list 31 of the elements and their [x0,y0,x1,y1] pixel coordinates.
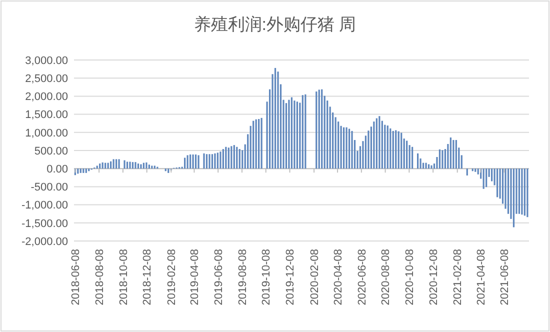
y-tick-label: 2,000.00 [25,91,68,104]
y-tick-label: 2,500.00 [25,72,68,85]
x-tick-label: 2020-08-08 [380,249,392,306]
x-tick-label: 2020-12-08 [428,249,440,306]
y-tick-label: 0.00 [46,163,68,176]
y-tick-label: 3,000.00 [25,54,68,67]
x-tick-label: 2021-02-08 [452,249,464,306]
x-tick-label: 2021-04-08 [475,249,488,306]
x-tick-label: 2021-06-08 [499,249,512,306]
x-tick-label: 2019-06-08 [212,249,225,306]
x-tick-label: 2019-10-08 [260,249,273,306]
x-tick-label: 2018-12-08 [142,249,154,306]
x-tick-label: 2020-02-08 [308,249,321,306]
y-tick-label: 500.00 [34,145,68,158]
y-tick-label: -2,000.00 [22,236,68,248]
x-tick-label: 2019-12-08 [284,249,297,306]
x-tick-label: 2020-06-08 [356,249,368,306]
y-tick-label: -1,000.00 [22,200,68,212]
x-tick-label: 2018-10-08 [118,249,130,306]
y-tick-label: -1,500.00 [22,218,68,230]
y-tick-label: -500.00 [30,182,68,194]
x-tick-label: 2020-04-08 [332,249,344,306]
x-tick-label: 2019-02-08 [166,249,178,306]
x-tick-label: 2020-10-08 [404,249,416,306]
x-tick-label: 2019-08-08 [236,249,249,306]
x-tick-label: 2019-04-08 [189,249,202,306]
y-tick-label: 1,000.00 [25,127,68,140]
y-tick-label: 1,500.00 [25,109,68,122]
chart-title: 养殖利润:外购仔猪 周 [194,15,356,34]
x-tick-label: 2018-08-08 [94,249,106,306]
x-tick-label: 2018-06-08 [70,249,82,306]
